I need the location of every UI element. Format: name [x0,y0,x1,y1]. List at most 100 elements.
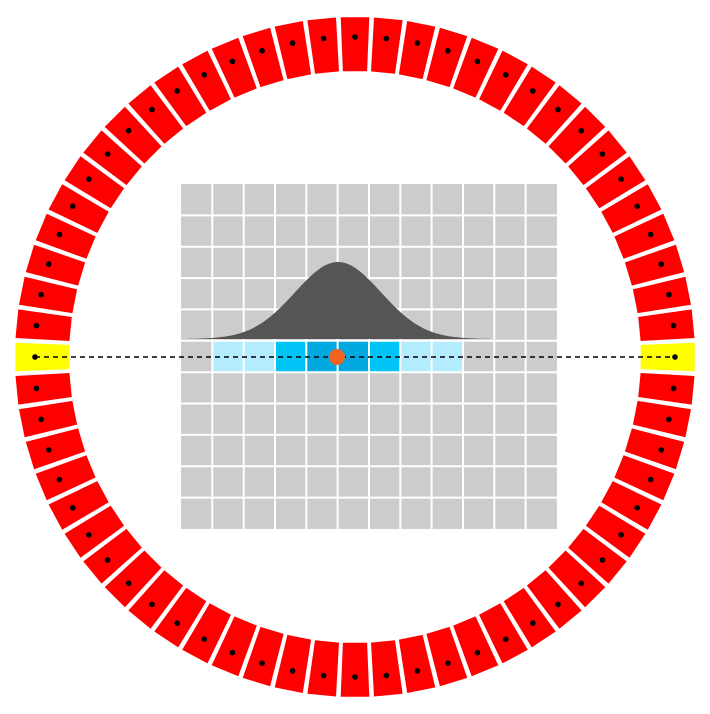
detector-element-dot [618,176,624,182]
detector-element-dot [259,660,265,666]
detector-element-dot [289,40,296,46]
detector-element [624,428,685,470]
detector-element-dot [578,127,585,134]
detector-element [585,156,646,209]
detector-element-dot [670,322,677,329]
detector-element [182,50,231,111]
detector-element-dot [414,668,421,674]
gaussian-profile [187,262,490,339]
detector-element [128,85,184,144]
detector-element-dot [383,35,390,42]
detector-element [307,17,339,74]
detector-element [632,276,691,314]
detector-element-dot [125,127,132,134]
detector-element [638,309,695,341]
detector-element-dot [414,40,421,46]
detector-element [568,528,627,584]
detector-element-dot [634,505,640,511]
detector-element-dot [658,447,664,453]
detector-element-dot [149,106,155,113]
detector-element-dot [229,58,236,65]
detector-element-dot [104,557,111,563]
detector-element [638,373,695,405]
detector-element [426,626,468,687]
detector-element [182,603,231,664]
detector-element-dot [647,231,654,238]
detector-ring [15,17,695,697]
detector-element-dot [38,291,44,298]
detector-element-dot [599,151,606,157]
annihilation-point [329,349,345,365]
projection-pixel [431,340,463,373]
detector-element [371,640,403,697]
detector-element [274,634,312,693]
detector-element [426,27,468,88]
detector-element-dot [474,649,481,656]
detector-element [479,50,528,111]
detector-element [398,21,436,80]
detector-element [15,309,72,341]
detector-element [48,184,109,233]
detector-element [585,505,646,558]
detector-element-dot [149,601,155,608]
detector-element [64,156,125,209]
detector-element-dot [259,48,265,54]
detector-element-dot [289,668,296,674]
detector-element [614,213,675,259]
detector-element [48,481,109,530]
detector-element [526,570,582,629]
detector-element [274,21,312,80]
detector-element [83,528,142,584]
detector-element [104,550,162,608]
detector-element-dot [70,505,76,511]
detector-element [548,550,606,608]
detector-element [128,570,184,629]
detector-element [211,37,257,98]
detector-element-dot [38,416,44,423]
detector-element-dot [201,72,207,78]
detector-element-dot [33,385,40,392]
detector-element-dot [658,261,664,267]
detector-element [154,587,207,648]
detector-element [479,603,528,664]
detector-element-dot [229,649,236,656]
detector-element [242,626,284,687]
detector-element [548,106,606,164]
detector-element-dot [104,151,111,157]
detector-element [601,184,662,233]
detector-element-dot [503,72,509,78]
detector-element [340,17,370,72]
detector-element-dot [46,447,52,453]
detector-element [601,481,662,530]
detector-element-dot [320,35,327,42]
detector-element-dot [56,476,63,483]
detector-element-dot [647,476,654,483]
detector-element [15,373,72,405]
detector-element-dot [599,557,606,563]
detector-element-dot [86,176,92,182]
detector-element [371,17,403,74]
detector-element-dot [383,672,390,679]
detector-element [25,244,86,286]
detector-element-dot [56,231,63,238]
detector-element-dot [445,48,451,54]
detector-element [64,505,125,558]
detector-element-dot [352,674,358,680]
detector-element [104,106,162,164]
detector-element [398,634,436,693]
detector-element [503,66,556,127]
detector-element-dot [201,636,207,642]
detector-element-dot [578,580,585,587]
detector-element [526,85,582,144]
detector-element-dot [555,601,561,608]
detector-element-dot [555,106,561,113]
detector-element-dot [320,672,327,679]
detector-element-dot [503,636,509,642]
detector-element [503,587,556,648]
detector-element-highlighted [15,342,70,372]
detector-element [568,130,627,186]
detector-element [25,428,86,470]
detector-element-dot [530,620,536,626]
detector-element [453,616,499,677]
